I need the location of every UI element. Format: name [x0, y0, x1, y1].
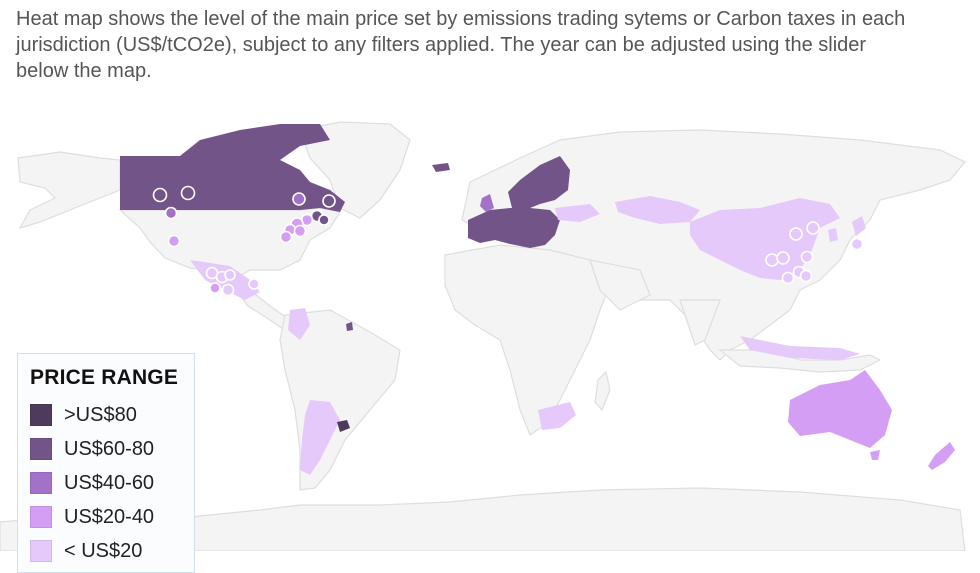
region-ukraine	[555, 204, 600, 222]
region-tasmania	[870, 450, 880, 460]
price-range-legend: PRICE RANGE >US$80 US$60-80 US$40-60 US$…	[17, 353, 195, 573]
marker-mexico-3	[224, 269, 236, 281]
legend-item-60-80[interactable]: US$60-80	[30, 432, 194, 466]
marker-hubei	[776, 251, 790, 265]
region-japan	[852, 216, 866, 236]
marker-chongqing	[765, 253, 779, 267]
legend-item-under-20[interactable]: < US$20	[30, 534, 194, 568]
marker-rggi-4	[293, 224, 307, 238]
marker-california	[167, 234, 181, 248]
region-uk	[480, 194, 494, 212]
legend-swatch	[30, 438, 52, 460]
legend-label: US$20-40	[64, 505, 155, 528]
marker-mexico-4	[209, 282, 221, 294]
legend-label: US$60-80	[64, 437, 155, 460]
region-argentina	[300, 400, 340, 475]
legend-title: PRICE RANGE	[30, 366, 179, 389]
legend-label: >US$80	[64, 403, 137, 426]
marker-mexico-5	[221, 283, 235, 297]
marker-rggi-5	[279, 230, 293, 244]
marker-guangdong	[781, 271, 795, 285]
legend-swatch	[30, 472, 52, 494]
region-scandinavia	[508, 156, 570, 210]
marker-tianjin	[806, 221, 820, 235]
region-iceland	[432, 163, 450, 172]
marker-newfoundland	[322, 194, 336, 208]
legend-swatch	[30, 404, 52, 426]
map-canvas[interactable]	[0, 110, 980, 551]
region-indonesia	[740, 336, 860, 360]
marker-beijing	[789, 227, 803, 241]
marker-bc	[152, 187, 168, 203]
marker-shanghai	[800, 250, 814, 264]
region-eu	[468, 208, 560, 248]
region-colombia	[288, 308, 310, 340]
region-new-zealand	[928, 442, 955, 470]
region-korea	[828, 228, 838, 242]
region-kazakhstan	[615, 196, 700, 224]
marker-tokyo	[850, 237, 864, 251]
region-canada	[120, 124, 345, 212]
subnational-markers[interactable]	[152, 185, 864, 297]
marker-quebec	[292, 192, 306, 206]
legend-item-over-80[interactable]: >US$80	[30, 398, 194, 432]
region-australia	[788, 370, 892, 448]
legend-swatch	[30, 540, 52, 562]
map-description: Heat map shows the level of the main pri…	[16, 8, 906, 82]
world-heat-map[interactable]	[0, 110, 980, 551]
legend-swatch	[30, 506, 52, 528]
marker-pei	[318, 214, 330, 226]
legend-item-20-40[interactable]: US$20-40	[30, 500, 194, 534]
legend-label: US$40-60	[64, 471, 155, 494]
marker-shenzhen	[799, 269, 813, 283]
marker-washington	[164, 206, 178, 220]
marker-yucatan	[248, 278, 260, 290]
marker-alberta	[180, 185, 196, 201]
region-uruguay	[337, 420, 350, 432]
legend-label: < US$20	[64, 539, 143, 562]
region-south-africa	[538, 402, 576, 430]
region-french-guiana	[346, 322, 353, 331]
legend-item-40-60[interactable]: US$40-60	[30, 466, 194, 500]
